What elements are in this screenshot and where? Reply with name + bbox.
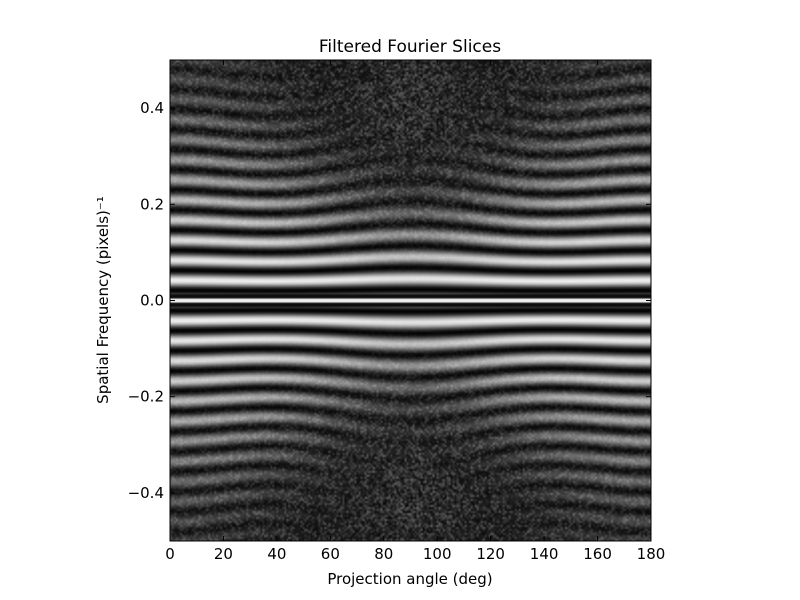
y-axis: 0.4 0.2 0.0 −0.2 −0.4 <box>128 99 651 502</box>
x-tick-label: 180 <box>637 545 666 563</box>
y-tick-label: −0.2 <box>128 388 164 406</box>
x-tick-label: 100 <box>423 545 452 563</box>
y-tick-label: 0.0 <box>140 292 164 310</box>
y-tick-label: 0.2 <box>140 195 164 213</box>
x-axis-label: Projection angle (deg) <box>327 570 492 588</box>
x-tick-label: 20 <box>214 545 233 563</box>
y-tick-label: 0.4 <box>140 99 164 117</box>
chart-title: Filtered Fourier Slices <box>319 37 501 57</box>
heatmap <box>170 60 651 541</box>
x-tick-label: 80 <box>374 545 393 563</box>
y-tick-label: −0.4 <box>128 484 164 502</box>
x-tick-label: 40 <box>267 545 286 563</box>
x-tick-label: 140 <box>530 545 559 563</box>
x-tick-label: 120 <box>476 545 505 563</box>
x-tick-label: 60 <box>321 545 340 563</box>
x-axis: 0 20 40 60 80 100 120 140 160 180 <box>165 60 665 563</box>
heatmap-image <box>170 60 651 541</box>
x-tick-label: 0 <box>165 545 175 563</box>
x-tick-label: 160 <box>583 545 612 563</box>
y-axis-label: Spatial Frequency (pixels)⁻¹ <box>94 196 112 404</box>
